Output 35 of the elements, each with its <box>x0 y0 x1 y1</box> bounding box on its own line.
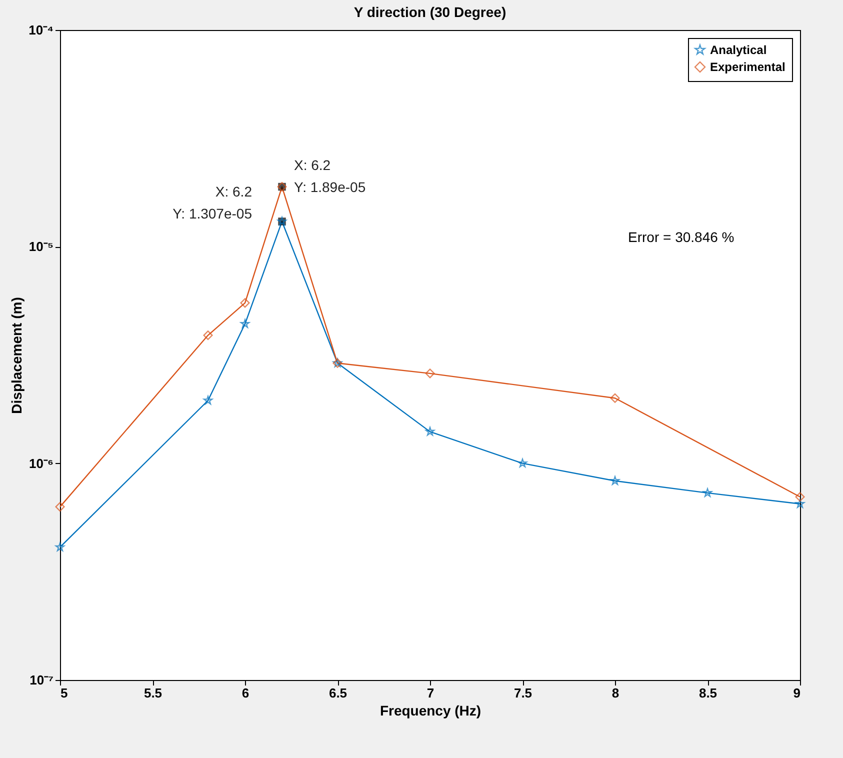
point <box>795 492 805 502</box>
y-tick-label: 10⁻⁶ <box>29 456 54 471</box>
annotation: X: 6.2 Y: 1.89e-05 <box>294 156 366 195</box>
point <box>518 458 528 468</box>
x-axis-title: Frequency (Hz) <box>380 702 482 718</box>
annotation: Error = 30.846 % <box>628 229 734 245</box>
point <box>425 426 435 436</box>
y-tick-label: 10⁻⁵ <box>28 239 54 254</box>
x-tick-label: 7.5 <box>514 686 532 700</box>
point <box>610 393 620 403</box>
point <box>55 502 65 512</box>
x-tick-label: 5 <box>60 686 68 700</box>
legend-label: Experimental <box>710 60 786 74</box>
point <box>203 396 213 404</box>
point <box>203 330 213 340</box>
point <box>240 319 250 328</box>
x-tick-label: 8 <box>612 686 620 700</box>
y-axis-title: Displacement (m) <box>8 297 25 414</box>
chart-title: Y direction (30 Degree) <box>354 4 506 20</box>
y-tick-label: 10⁻⁴ <box>28 22 54 38</box>
legend-label: Analytical <box>710 43 767 57</box>
x-tick-label: 9 <box>793 686 800 700</box>
point <box>425 368 435 378</box>
x-tick-label: 6 <box>242 686 250 700</box>
y-tick-label: 10⁻⁷ <box>30 672 54 688</box>
point <box>55 542 65 552</box>
point <box>702 488 712 497</box>
x-tick-label: 5.5 <box>144 686 162 700</box>
point <box>240 298 250 308</box>
point <box>795 499 805 508</box>
x-tick-label: 8.5 <box>698 686 718 700</box>
x-tick-label: 6.5 <box>328 686 348 700</box>
point <box>610 476 620 485</box>
x-tick-label: 7 <box>426 686 434 700</box>
annotation: X: 6.2 Y: 1.307e-05 <box>172 183 252 222</box>
